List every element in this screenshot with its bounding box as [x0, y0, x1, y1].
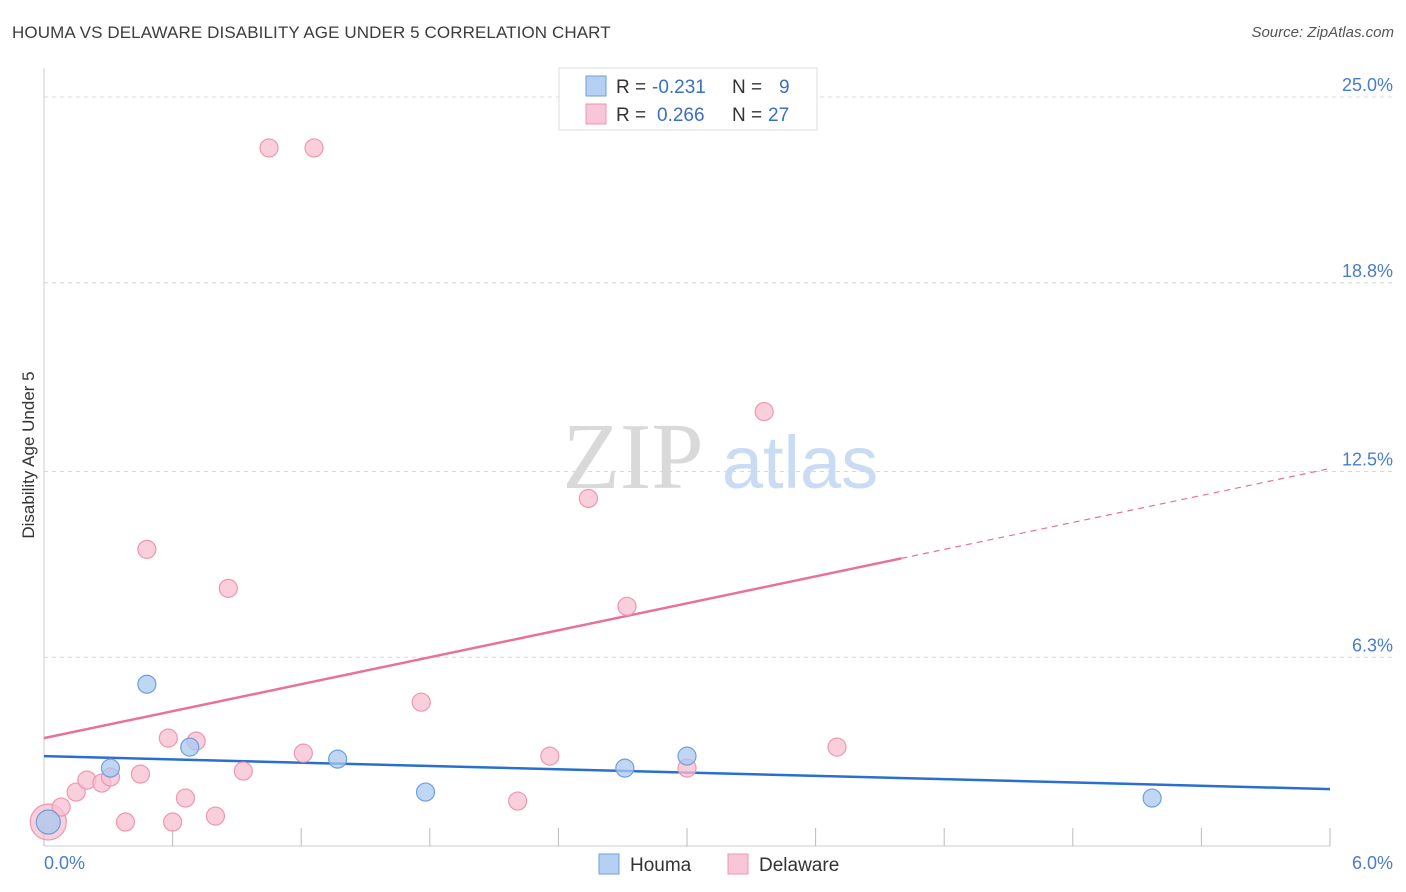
point-delaware — [304, 138, 324, 158]
legend-r-label-houma: R = — [616, 77, 646, 98]
bottom-legend-swatch-delaware — [727, 853, 749, 875]
point-delaware — [51, 797, 71, 817]
bottom-legend-swatch-houma — [598, 853, 620, 875]
bottom-legend-label-delaware: Delaware — [759, 855, 839, 876]
point-delaware — [411, 692, 431, 712]
x-tick-label-max: 6.0% — [1352, 853, 1393, 873]
point-delaware — [617, 596, 637, 616]
legend-n-value-delaware: 27 — [768, 105, 789, 126]
legend-n-label-delaware: N = — [732, 105, 762, 126]
point-delaware — [578, 488, 599, 509]
point-houma — [615, 758, 635, 778]
point-houma — [328, 749, 348, 769]
legend-n-label-houma: N = — [732, 77, 762, 98]
watermark-atlas: atlas — [722, 421, 878, 504]
trend-line-delaware-extension — [901, 467, 1331, 559]
point-delaware — [827, 737, 847, 757]
point-delaware — [754, 401, 774, 422]
point-houma — [1142, 788, 1162, 808]
point-delaware — [293, 743, 313, 763]
y-axis-title: Disability Age Under 5 — [19, 371, 38, 538]
point-houma — [415, 782, 436, 802]
legend-r-label-delaware: R = — [616, 105, 646, 126]
point-houma — [137, 674, 157, 694]
point-houma — [100, 758, 121, 778]
y-tick-label: 25.0% — [1342, 75, 1393, 95]
point-delaware — [137, 539, 157, 559]
point-delaware — [115, 812, 136, 832]
chart-source: Source: ZipAtlas.com — [1251, 24, 1394, 41]
x-tick-label-min: 0.0% — [44, 853, 85, 873]
point-delaware — [163, 812, 183, 832]
point-delaware — [259, 138, 279, 158]
bottom-legend-label-houma: Houma — [630, 855, 692, 876]
y-tick-label: 6.3% — [1352, 635, 1393, 655]
point-houma — [180, 737, 200, 757]
trend-line-delaware — [43, 557, 902, 740]
legend-r-value-delaware: 0.266 — [657, 105, 705, 126]
point-houma — [35, 809, 61, 835]
legend-r-value-houma: -0.231 — [652, 77, 706, 98]
point-delaware — [540, 746, 560, 766]
legend-swatch-houma — [585, 75, 607, 97]
point-delaware — [66, 782, 86, 802]
series-legend: Houma Delaware — [598, 853, 839, 876]
correlation-legend: R = -0.231 N = 9 R = 0.266 N = 27 — [558, 67, 818, 131]
point-delaware — [218, 578, 238, 598]
y-tick-label: 18.8% — [1342, 261, 1393, 281]
point-delaware — [508, 791, 528, 811]
point-houma — [677, 746, 697, 766]
point-delaware — [130, 764, 151, 784]
legend-n-value-houma: 9 — [779, 77, 790, 98]
chart-title: HOUMA VS DELAWARE DISABILITY AGE UNDER 5… — [12, 23, 611, 42]
point-delaware — [158, 728, 178, 748]
point-delaware — [205, 806, 226, 826]
legend-swatch-delaware — [585, 103, 607, 125]
point-delaware — [233, 761, 253, 781]
y-tick-label: 12.5% — [1342, 450, 1393, 470]
point-delaware — [175, 788, 196, 808]
